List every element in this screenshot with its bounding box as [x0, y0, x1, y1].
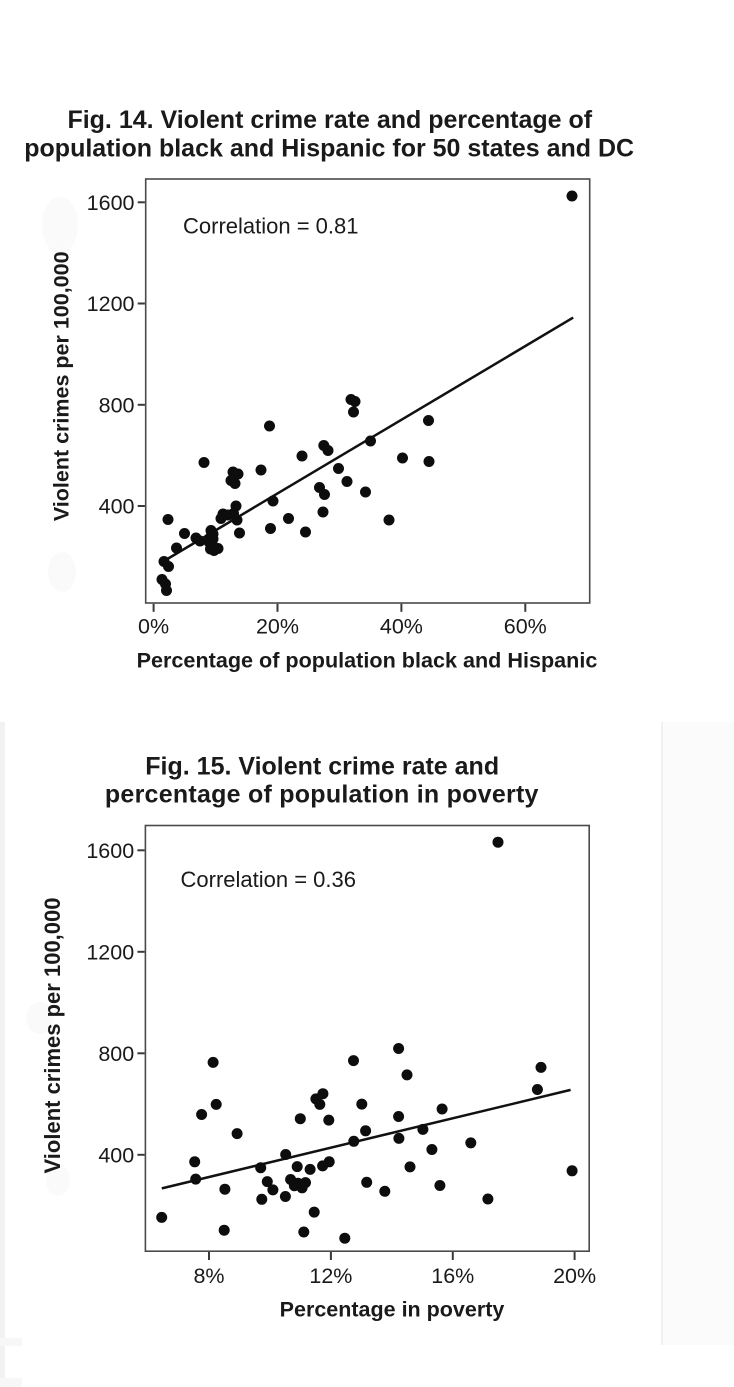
svg-text:percentage of population in po: percentage of population in poverty — [105, 781, 539, 809]
svg-text:Correlation = 0.36: Correlation = 0.36 — [181, 867, 357, 892]
svg-text:Fig. 14. Violent crime rate an: Fig. 14. Violent crime rate and percenta… — [67, 106, 592, 134]
svg-text:1600: 1600 — [87, 191, 135, 215]
svg-text:20%: 20% — [553, 1264, 596, 1288]
svg-text:12%: 12% — [309, 1264, 352, 1288]
svg-text:400: 400 — [98, 1143, 134, 1167]
svg-text:0%: 0% — [138, 614, 169, 638]
svg-text:population black and Hispanic: population black and Hispanic for 50 sta… — [24, 135, 634, 163]
svg-text:Violent crimes per 100,000: Violent crimes per 100,000 — [40, 898, 65, 1174]
svg-text:800: 800 — [99, 393, 135, 417]
svg-text:8%: 8% — [193, 1264, 224, 1288]
svg-text:Percentage of population black: Percentage of population black and Hispa… — [137, 648, 598, 673]
svg-text:800: 800 — [98, 1042, 134, 1066]
svg-text:16%: 16% — [431, 1264, 474, 1288]
svg-text:Fig. 15. Violent crime rate an: Fig. 15. Violent crime rate and — [145, 752, 499, 780]
svg-text:1200: 1200 — [86, 940, 134, 964]
svg-text:Violent crimes per 100,000: Violent crimes per 100,000 — [49, 251, 73, 521]
svg-text:60%: 60% — [504, 614, 547, 638]
svg-text:40%: 40% — [380, 614, 423, 638]
svg-text:Percentage in poverty: Percentage in poverty — [280, 1298, 505, 1322]
svg-text:20%: 20% — [256, 614, 299, 638]
svg-text:Correlation = 0.81: Correlation = 0.81 — [183, 214, 359, 239]
svg-text:400: 400 — [99, 495, 135, 519]
svg-text:1600: 1600 — [86, 839, 134, 863]
svg-text:1200: 1200 — [87, 292, 135, 316]
